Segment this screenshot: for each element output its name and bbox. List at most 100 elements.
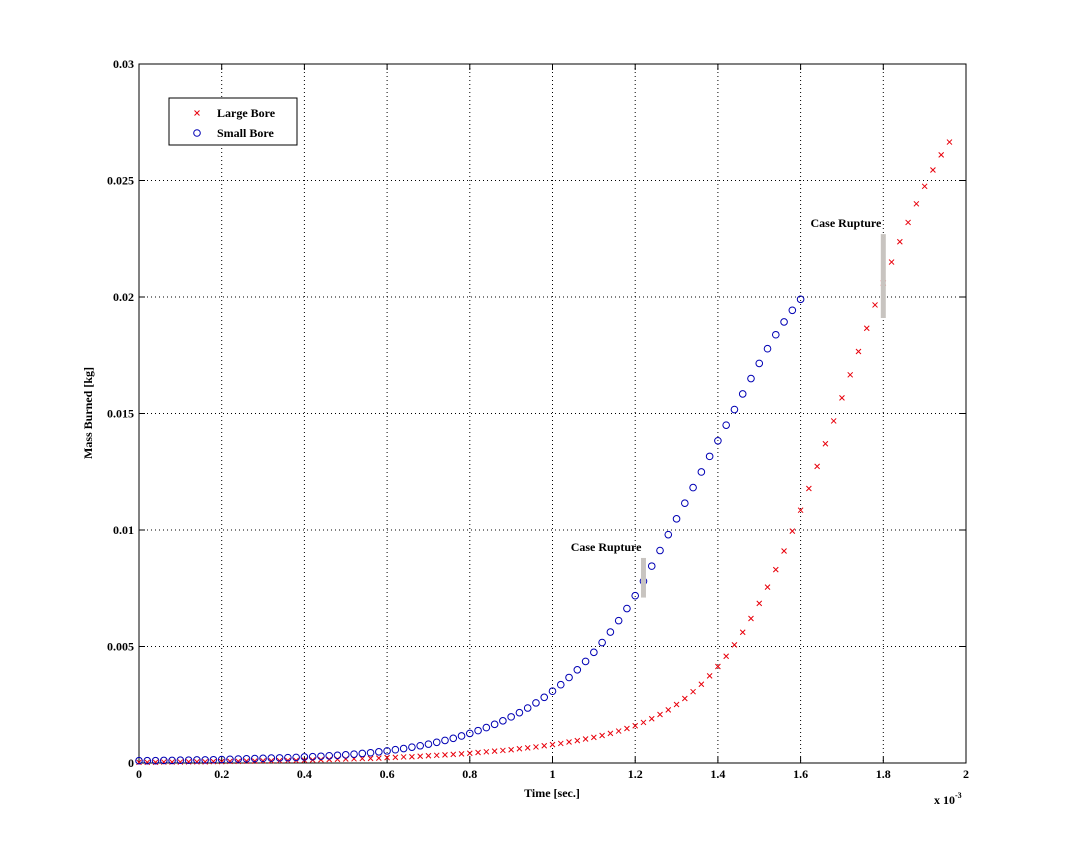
point [715,663,721,670]
y-tick-label: 0.025 [107,174,134,188]
point [590,734,597,741]
x-tick-label: 0.8 [462,767,477,781]
point [738,390,747,398]
x-scale-label: x 10-3 [934,791,962,807]
point [581,657,590,666]
point [466,750,473,757]
point [566,739,572,745]
y-tick-label: 0.015 [107,407,134,421]
point [797,507,804,514]
point [905,219,911,226]
point [194,758,200,765]
point [747,374,755,383]
point [392,754,399,761]
legend-marker [194,110,200,116]
point [416,741,424,750]
point [184,756,193,765]
point [475,749,481,756]
point [573,666,582,674]
point [647,562,656,570]
x-tick-label: 1.2 [628,767,643,781]
point [631,591,640,600]
point [210,758,217,765]
point [796,295,805,304]
point [557,740,564,747]
point [209,755,218,764]
point [217,755,226,764]
x-tick-label: 2 [963,767,969,781]
point [243,758,250,764]
point [433,752,440,759]
point [523,704,532,712]
point [177,759,184,765]
legend-label: Small Bore [217,126,274,140]
point [425,752,432,759]
annotation-text: Case Rupture [811,216,882,230]
point [565,673,573,682]
x-tick-label: 1 [550,767,556,781]
point [284,753,292,762]
point [789,528,796,535]
point [847,371,854,378]
point [673,701,680,708]
plot-frame [138,63,967,764]
point [285,757,291,764]
point [705,452,714,461]
point [648,715,655,722]
point [483,748,490,755]
point [499,717,507,725]
point [614,616,623,625]
point [516,745,523,752]
point [259,754,267,763]
point [267,754,276,762]
point [375,748,383,756]
x-tick-label: 0.2 [214,767,229,781]
point [748,615,754,622]
point [359,755,366,762]
point [739,629,746,636]
point [714,436,722,445]
point [358,749,367,758]
point [549,741,556,748]
point [276,757,283,764]
point [681,695,688,702]
point [242,755,251,763]
point [202,758,209,765]
point [763,344,772,353]
point [458,751,465,757]
point [755,359,764,368]
point [855,348,862,355]
point [697,468,706,476]
point [375,755,382,761]
point [722,421,730,429]
point [450,751,457,758]
point [806,485,812,492]
point [507,713,515,721]
point [756,600,763,607]
point [764,584,771,590]
point [408,743,416,751]
point [383,747,391,755]
point [251,758,258,764]
legend-marker [193,129,201,137]
point [508,746,515,753]
point [384,754,390,761]
point [896,238,903,245]
point [913,200,920,207]
y-tick-label: 0 [128,756,134,770]
x-tick-label: 1.6 [793,767,808,781]
y-tick-label: 0.03 [113,57,134,71]
point [533,744,539,750]
point [193,756,201,764]
point [366,748,375,757]
point [218,758,225,765]
point [235,758,242,765]
point [367,755,374,762]
point [250,754,259,763]
point [839,395,845,401]
point [201,756,209,764]
x-scale-exponent: -3 [955,791,962,800]
point [442,751,448,758]
point [300,753,309,761]
point [548,687,557,696]
